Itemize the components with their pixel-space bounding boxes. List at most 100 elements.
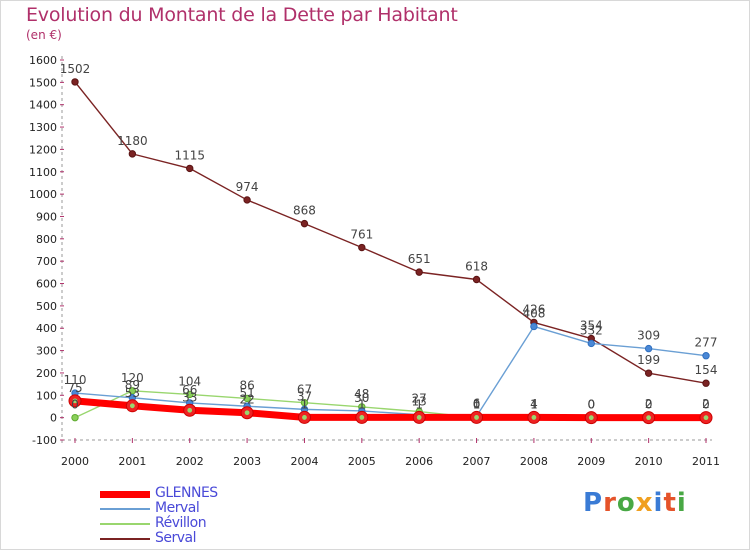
data-label: 66 (182, 383, 197, 397)
legend-label: Merval (155, 500, 200, 516)
data-point-révillon (128, 387, 137, 395)
data-label: 104 (178, 374, 201, 388)
data-label: 354 (580, 319, 603, 333)
y-tick-label: 1000 (29, 188, 57, 201)
y-tick-label: 400 (36, 322, 57, 335)
data-point-merval (702, 352, 710, 360)
data-label: 48 (354, 387, 369, 401)
data-label: 618 (465, 260, 488, 274)
legend-label: GLENNES (155, 485, 218, 501)
data-label: 1115 (174, 148, 205, 162)
y-tick-label: 0 (50, 412, 57, 425)
logo-letter: o (616, 488, 636, 518)
x-tick-label: 2000 (61, 455, 89, 468)
logo-letter: i (676, 488, 687, 518)
legend-swatch (100, 508, 150, 510)
data-label: 6 (473, 396, 481, 410)
x-tick-label: 2008 (520, 455, 548, 468)
data-label: 53 (125, 386, 140, 400)
data-point-center (646, 415, 652, 421)
data-point-révillon (71, 413, 79, 422)
y-tick-label: 700 (36, 255, 57, 268)
data-label: 0 (71, 398, 79, 412)
data-label: 1 (530, 397, 538, 411)
y-tick-label: 100 (36, 389, 57, 402)
data-label: 277 (695, 336, 718, 350)
y-tick-label: 800 (36, 233, 57, 246)
data-point-center (72, 398, 78, 404)
y-tick-label: 500 (36, 300, 57, 313)
legend-swatch (100, 523, 150, 525)
data-label: 30 (354, 391, 369, 405)
data-label: 1 (358, 397, 366, 411)
data-point-merval (530, 322, 538, 331)
x-tick-label: 2009 (577, 455, 605, 468)
data-label: 86 (239, 378, 254, 392)
data-label: 67 (297, 383, 312, 397)
data-label: 1180 (117, 134, 148, 148)
data-label: 75 (67, 381, 82, 395)
data-label: 0 (645, 398, 653, 412)
x-tick-label: 2007 (463, 455, 491, 468)
data-label: 110 (64, 373, 87, 387)
data-point-center (302, 415, 307, 420)
y-tick-label: 1200 (29, 143, 57, 156)
data-label: 426 (522, 302, 545, 316)
data-label: 2 (645, 397, 653, 411)
data-point-serval (186, 164, 194, 173)
data-point-serval (128, 150, 137, 158)
data-point-center (416, 415, 422, 420)
data-point-serval (71, 78, 79, 86)
x-tick-label: 2003 (233, 455, 261, 468)
legend-item-glennes: GLENNES (100, 485, 300, 501)
x-tick-label: 2001 (118, 455, 146, 468)
data-label: 13 (412, 395, 427, 409)
logo-letter: t (663, 488, 677, 518)
data-point-merval (644, 344, 653, 353)
data-label: 37 (297, 389, 312, 403)
x-tick-label: 2010 (635, 455, 663, 468)
data-point-serval (702, 379, 710, 387)
y-tick-label: 900 (36, 210, 57, 223)
data-label: 974 (236, 180, 259, 194)
data-point-center (359, 415, 365, 420)
legend-item-révillon: Révillon (100, 515, 300, 531)
legend-item-serval: Serval (100, 530, 300, 546)
data-label: 0 (587, 398, 595, 412)
legend-item-merval: Merval (100, 500, 300, 516)
proxiti-logo: Proxiti (583, 488, 687, 518)
data-label: 2 (702, 397, 710, 411)
series-line-glennes (71, 397, 710, 422)
data-label: 332 (580, 323, 603, 337)
data-label: 22 (239, 393, 254, 407)
data-label: 120 (121, 371, 144, 385)
y-tick-label: 1500 (29, 76, 57, 89)
legend-label: Serval (155, 530, 197, 546)
data-label: 408 (522, 306, 545, 320)
data-point-serval (358, 243, 366, 252)
data-label: 1502 (60, 62, 91, 76)
x-tick-label: 2004 (290, 455, 318, 468)
y-tick-label: 1300 (29, 121, 57, 134)
x-tick-label: 2005 (348, 455, 376, 468)
data-point-center (129, 403, 135, 409)
data-point-center (187, 407, 193, 413)
chart-unit-label: (en €) (26, 28, 62, 42)
data-label: 0 (587, 398, 595, 412)
legend-swatch (100, 538, 150, 540)
chart-title: Evolution du Montant de la Dette par Hab… (26, 4, 458, 26)
data-label: 309 (637, 329, 660, 343)
data-label: 0 (473, 398, 481, 412)
data-point-center (531, 415, 537, 420)
data-label: 1 (415, 397, 423, 411)
series-line-révillon (74, 390, 707, 419)
data-point-center (703, 415, 709, 421)
x-tick-label: 2002 (176, 455, 204, 468)
y-tick-label: 1600 (29, 54, 57, 67)
data-point-révillon (186, 390, 194, 399)
data-point-serval (415, 268, 423, 276)
data-point-serval (243, 196, 251, 204)
logo-letter: P (583, 488, 604, 518)
data-label: 89 (125, 378, 140, 392)
